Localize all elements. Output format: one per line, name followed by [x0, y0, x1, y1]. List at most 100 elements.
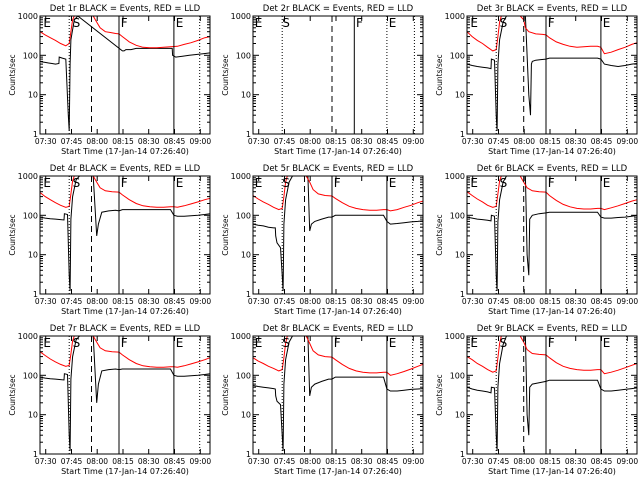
y-tick-label: 1	[246, 450, 251, 459]
event-marker-label: E	[470, 176, 478, 190]
x-tick-label: 07:45	[61, 297, 83, 306]
event-marker-label: S	[282, 16, 290, 30]
y-tick-label: 100	[236, 371, 251, 380]
x-tick-label: 08:45	[164, 297, 186, 306]
x-tick-label: 07:30	[248, 457, 270, 466]
x-tick-label: 08:00	[299, 457, 321, 466]
x-tick-label: 07:45	[274, 297, 296, 306]
y-tick-label: 1000	[18, 332, 38, 341]
event-marker-label: S	[73, 16, 81, 30]
event-marker-label: F	[334, 336, 341, 350]
x-tick-label: 09:00	[616, 297, 638, 306]
x-tick-label: 08:30	[351, 457, 373, 466]
subplot-title: Det 4r BLACK = Events, RED = LLD	[50, 164, 201, 174]
subplot-title: Det 7r BLACK = Events, RED = LLD	[50, 324, 201, 334]
x-tick-label: 07:30	[35, 457, 57, 466]
plot-frame	[466, 175, 638, 295]
x-tick-label: 08:15	[325, 457, 347, 466]
y-axis-label: Counts/sec	[221, 54, 230, 95]
plot-frame	[466, 15, 638, 135]
event-marker-label: E	[255, 16, 263, 30]
y-axis-label: Counts/sec	[8, 214, 17, 255]
x-axis-label: Start Time (17-Jan-14 07:26:40)	[274, 307, 402, 316]
plot-frame	[39, 335, 211, 455]
event-marker-label: E	[603, 176, 611, 190]
x-tick-label: 08:30	[138, 137, 160, 146]
x-tick-label: 08:30	[138, 297, 160, 306]
x-tick-label: 08:45	[591, 457, 613, 466]
x-tick-label: 08:00	[86, 297, 108, 306]
x-axis-label: Start Time (17-Jan-14 07:26:40)	[61, 307, 189, 316]
event-marker-label: S	[73, 336, 81, 350]
x-tick-label: 08:45	[164, 137, 186, 146]
x-tick-label: 09:00	[616, 457, 638, 466]
y-tick-label: 1000	[18, 172, 38, 181]
x-tick-label: 09:00	[616, 137, 638, 146]
event-marker-label: E	[470, 336, 478, 350]
y-tick-label: 100	[23, 51, 38, 60]
y-tick-label: 100	[450, 51, 465, 60]
y-tick-label: 10	[455, 251, 465, 260]
x-tick-label: 08:30	[565, 457, 587, 466]
y-tick-label: 1000	[18, 12, 38, 21]
x-tick-label: 08:30	[565, 297, 587, 306]
x-tick-label: 07:45	[274, 137, 296, 146]
event-marker-label: E	[43, 176, 51, 190]
event-marker-label: E	[603, 336, 611, 350]
plot-frame	[252, 335, 424, 455]
event-marker-label: S	[282, 176, 290, 190]
x-tick-label: 08:30	[351, 297, 373, 306]
x-tick-label: 09:00	[189, 137, 211, 146]
y-axis-label: Counts/sec	[221, 374, 230, 415]
series-line-events	[467, 336, 637, 451]
x-tick-label: 07:30	[35, 297, 57, 306]
x-tick-label: 08:00	[299, 297, 321, 306]
y-tick-label: 1000	[231, 332, 251, 341]
y-tick-label: 100	[23, 211, 38, 220]
x-tick-label: 07:30	[462, 457, 484, 466]
y-tick-label: 10	[28, 251, 38, 260]
subplot-det-7: Det 7r BLACK = Events, RED = LLD E S F E 1 10 1…	[8, 324, 211, 476]
event-marker-label: F	[121, 176, 128, 190]
x-axis-label: Start Time (17-Jan-14 07:26:40)	[488, 147, 616, 156]
y-tick-label: 100	[236, 211, 251, 220]
series-line-events	[467, 16, 637, 131]
series-line-events	[253, 176, 423, 291]
event-marker-label: F	[121, 336, 128, 350]
y-tick-label: 10	[28, 411, 38, 420]
y-tick-label: 100	[23, 371, 38, 380]
x-tick-label: 07:45	[274, 457, 296, 466]
y-tick-label: 100	[450, 211, 465, 220]
subplot-title: Det 3r BLACK = Events, RED = LLD	[477, 4, 628, 14]
y-tick-label: 1000	[445, 12, 465, 21]
event-marker-label: E	[470, 16, 478, 30]
x-axis-label: Start Time (17-Jan-14 07:26:40)	[274, 147, 402, 156]
y-tick-label: 1000	[231, 172, 251, 181]
y-tick-label: 100	[236, 51, 251, 60]
subplot-title: Det 6r BLACK = Events, RED = LLD	[477, 164, 628, 174]
x-tick-label: 08:15	[325, 137, 347, 146]
x-tick-label: 07:30	[462, 297, 484, 306]
y-tick-label: 1	[246, 290, 251, 299]
x-tick-label: 09:00	[402, 297, 424, 306]
event-marker-label: F	[121, 16, 128, 30]
y-tick-label: 100	[450, 371, 465, 380]
y-axis-label: Counts/sec	[435, 214, 444, 255]
x-tick-label: 08:45	[591, 137, 613, 146]
event-marker-label: E	[43, 16, 51, 30]
x-tick-label: 08:15	[112, 457, 134, 466]
x-axis-label: Start Time (17-Jan-14 07:26:40)	[61, 467, 189, 476]
x-tick-label: 08:00	[513, 137, 535, 146]
x-tick-label: 07:30	[35, 137, 57, 146]
x-tick-label: 07:45	[61, 137, 83, 146]
y-axis-label: Counts/sec	[8, 374, 17, 415]
y-tick-label: 1	[460, 130, 465, 139]
x-tick-label: 07:45	[488, 137, 510, 146]
event-marker-label: E	[43, 336, 51, 350]
x-tick-label: 08:00	[299, 137, 321, 146]
series-line-events	[40, 16, 210, 131]
series-line-lld	[40, 16, 210, 49]
y-tick-label: 1	[33, 290, 38, 299]
y-tick-label: 1	[246, 130, 251, 139]
